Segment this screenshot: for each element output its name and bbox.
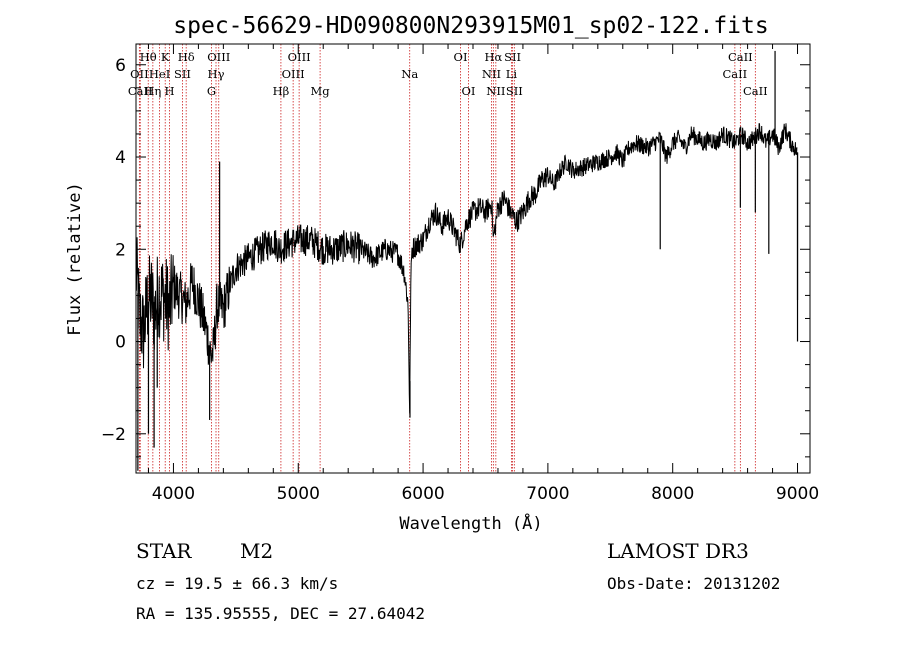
line-label: Mg: [311, 84, 331, 98]
line-label: OII: [130, 67, 149, 81]
line-label: HeI: [149, 67, 170, 81]
x-tick-label: 7000: [526, 484, 569, 504]
x-axis-label: Wavelength (Å): [399, 512, 542, 534]
line-label: Hδ: [178, 50, 195, 64]
line-label: CaII: [743, 84, 768, 98]
spectral-subclass: M2: [240, 539, 274, 563]
line-label: NII: [482, 67, 501, 81]
x-tick-label: 9000: [776, 484, 819, 504]
line-label: Hα: [484, 50, 502, 64]
line-labels: HθOIICaIIHηHeIKHSIIHδGHγOIIIHβOIIIOIIIMg…: [128, 50, 768, 98]
line-label: SII: [174, 67, 191, 81]
line-label: CaII: [722, 67, 747, 81]
line-label: SII: [506, 84, 523, 98]
line-label: Hβ: [273, 84, 290, 98]
y-tick-label: 2: [115, 240, 126, 260]
line-label: Hγ: [208, 67, 225, 81]
line-label: CaII: [728, 50, 753, 64]
x-tick-label: 8000: [651, 484, 694, 504]
redshift-velocity: cz = 19.5 ± 66.3 km/s: [136, 574, 339, 593]
object-type: STAR: [136, 539, 192, 563]
x-axis-ticks: 4000 5000 6000 7000 8000 9000: [147, 44, 819, 504]
sky-coordinates: RA = 135.95555, DEC = 27.64042: [136, 604, 425, 623]
x-tick-label: 5000: [277, 484, 320, 504]
line-markers: [138, 44, 756, 473]
line-label: Na: [401, 67, 418, 81]
y-axis-label: Flux (relative): [65, 182, 85, 336]
observation-date: Obs-Date: 20131202: [607, 574, 781, 593]
chart-title: spec-56629-HD090800N293915M01_sp02-122.f…: [173, 13, 768, 39]
y-axis-ticks: −2 0 2 4 6: [101, 56, 810, 458]
spectrum-group: [135, 50, 799, 471]
line-label: Hη: [144, 84, 161, 98]
y-tick-label: 4: [115, 148, 126, 168]
y-tick-label: 0: [115, 333, 126, 353]
line-label: OIII: [288, 50, 311, 64]
line-label: OIII: [207, 50, 230, 64]
line-label: SII: [504, 50, 521, 64]
line-label: CaII: [128, 84, 153, 98]
line-label: K: [161, 50, 170, 64]
x-tick-label: 6000: [401, 484, 444, 504]
line-label: OI: [462, 84, 476, 98]
line-label: OI: [454, 50, 468, 64]
line-label: Hθ: [140, 50, 157, 64]
y-tick-label: −2: [101, 425, 126, 445]
survey-name: LAMOST DR3: [607, 539, 749, 563]
y-tick-label: 6: [115, 56, 126, 76]
line-label: NII: [486, 84, 505, 98]
line-label: OIII: [282, 67, 305, 81]
line-label: G: [207, 84, 216, 98]
line-label: Li: [506, 67, 518, 81]
spectrum-line: [135, 122, 798, 414]
x-tick-label: 4000: [152, 484, 195, 504]
line-label: H: [165, 84, 175, 98]
